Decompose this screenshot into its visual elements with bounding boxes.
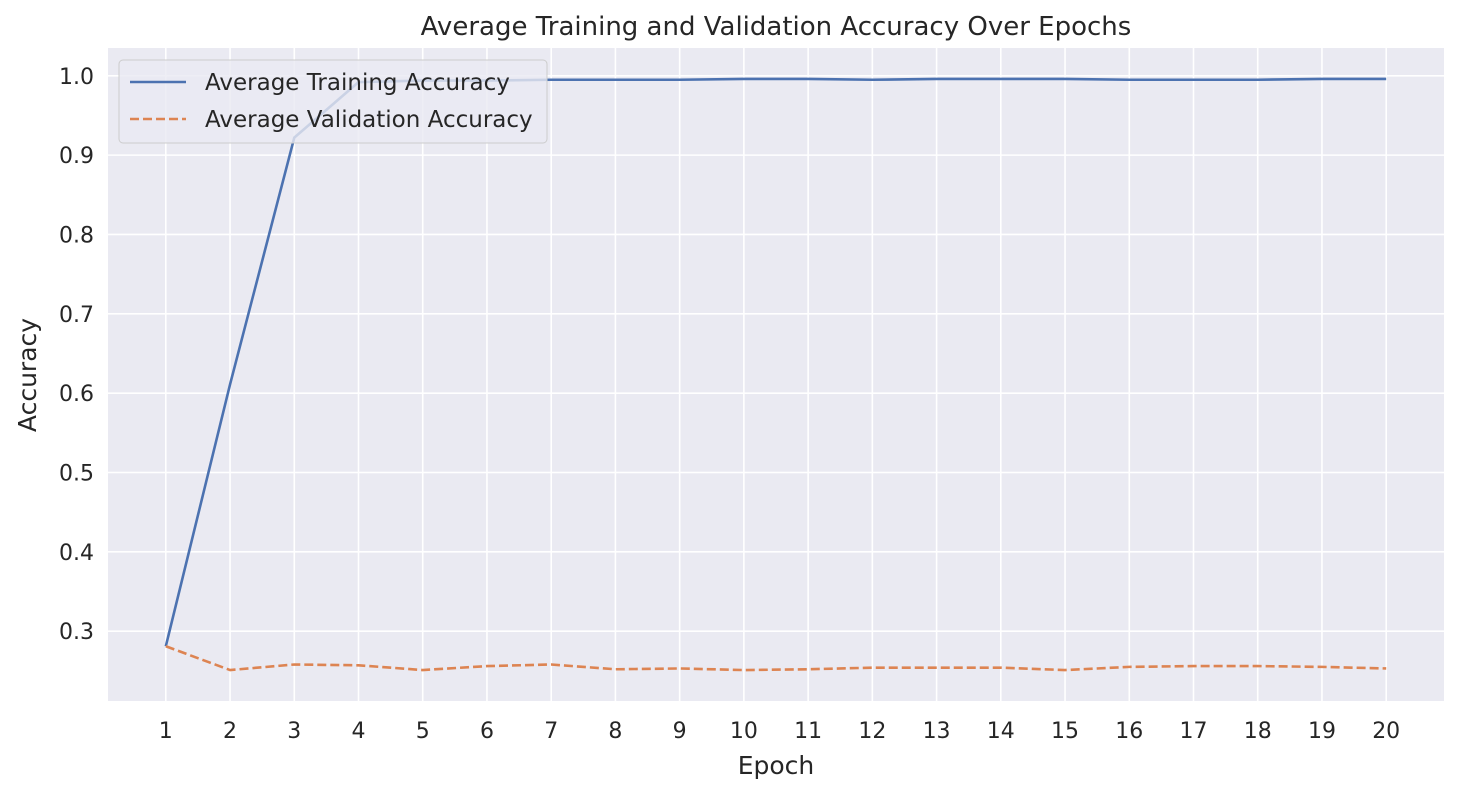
x-tick-label: 11: [794, 719, 822, 744]
y-tick-label: 0.4: [59, 541, 94, 566]
x-tick-label: 18: [1244, 719, 1272, 744]
validation-accuracy-line: [165, 645, 1387, 672]
y-tick-label: 0.6: [59, 382, 94, 407]
y-tick-label: 0.8: [59, 223, 94, 248]
x-tick-label: 9: [673, 719, 687, 744]
y-tick-label: 0.7: [59, 303, 94, 328]
x-tick-label: 15: [1051, 719, 1079, 744]
x-tick-label: 10: [730, 719, 758, 744]
x-tick-label: 3: [287, 719, 301, 744]
x-tick-label: 8: [608, 719, 622, 744]
plot-area: [108, 48, 1444, 701]
x-tick-labels: 1 2 3 4 5 6 7 8 9 10 11 12 13 14 15 16 17 18 19 20: [159, 719, 1400, 744]
x-tick-label: 20: [1372, 719, 1400, 744]
x-tick-label: 2: [223, 719, 237, 744]
legend: Average Training Accuracy Average Valida…: [118, 59, 548, 144]
legend-label-validation: Average Validation Accuracy: [205, 107, 533, 133]
x-tick-label: 17: [1180, 719, 1208, 744]
x-tick-label: 13: [923, 719, 951, 744]
x-tick-label: 4: [352, 719, 366, 744]
y-axis-label: Accuracy: [13, 318, 42, 432]
x-tick-label: 14: [987, 719, 1015, 744]
x-tick-label: 6: [480, 719, 494, 744]
x-tick-label: 7: [544, 719, 558, 744]
x-tick-label: 12: [858, 719, 886, 744]
legend-box: [118, 59, 548, 144]
y-tick-label: 0.9: [59, 144, 94, 169]
grid-lines: [108, 48, 1444, 701]
y-tick-label: 0.3: [59, 620, 94, 645]
x-tick-label: 16: [1115, 719, 1143, 744]
x-tick-label: 19: [1308, 719, 1336, 744]
legend-label-training: Average Training Accuracy: [205, 70, 510, 96]
y-tick-labels: 0.3 0.4 0.5 0.6 0.7 0.8 0.9 1.0: [59, 65, 94, 645]
x-tick-label: 1: [159, 719, 173, 744]
chart-title: Average Training and Validation Accuracy…: [421, 12, 1132, 42]
x-tick-label: 5: [416, 719, 430, 744]
y-tick-label: 0.5: [59, 461, 94, 486]
y-tick-label: 1.0: [59, 65, 94, 90]
x-axis-label: Epoch: [738, 751, 815, 780]
